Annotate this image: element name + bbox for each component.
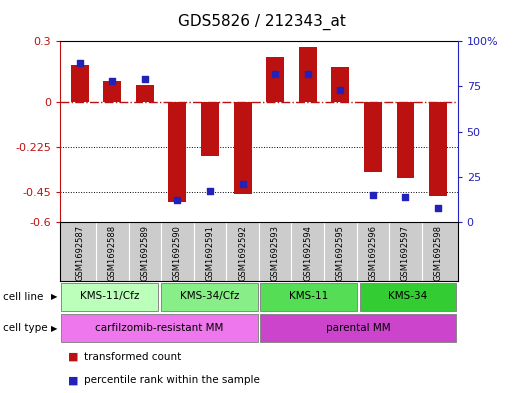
Point: [238, 181, 247, 187]
Bar: [260, 314, 456, 342]
Bar: [299, 47, 317, 101]
Text: GDS5826 / 212343_at: GDS5826 / 212343_at: [178, 14, 345, 30]
Text: KMS-34/Cfz: KMS-34/Cfz: [179, 291, 239, 301]
Text: ▶: ▶: [51, 324, 58, 332]
Point: [141, 76, 149, 83]
Bar: [168, 101, 186, 202]
Text: percentile rank within the sample: percentile rank within the sample: [84, 375, 259, 385]
Text: GSM1692595: GSM1692595: [336, 225, 345, 281]
Bar: [266, 57, 284, 101]
Bar: [62, 314, 257, 342]
Text: ■: ■: [68, 375, 78, 385]
Point: [369, 192, 377, 198]
Point: [434, 204, 442, 211]
Text: GSM1692594: GSM1692594: [303, 225, 312, 281]
Bar: [234, 101, 252, 194]
Point: [173, 197, 181, 204]
Text: GSM1692589: GSM1692589: [140, 225, 150, 281]
Text: GSM1692597: GSM1692597: [401, 225, 410, 281]
Bar: [201, 101, 219, 156]
Bar: [104, 81, 121, 101]
Bar: [332, 67, 349, 101]
Bar: [161, 283, 257, 310]
Point: [303, 71, 312, 77]
Text: carfilzomib-resistant MM: carfilzomib-resistant MM: [95, 323, 224, 332]
Bar: [260, 283, 357, 310]
Point: [75, 60, 84, 66]
Bar: [136, 85, 154, 101]
Bar: [71, 65, 89, 101]
Text: GSM1692596: GSM1692596: [368, 225, 378, 281]
Bar: [62, 283, 158, 310]
Point: [206, 188, 214, 195]
Text: cell line: cell line: [3, 292, 43, 302]
Text: cell type: cell type: [3, 323, 47, 333]
Bar: [429, 101, 447, 196]
Bar: [396, 101, 414, 178]
Text: GSM1692587: GSM1692587: [75, 225, 84, 281]
Point: [401, 194, 410, 200]
Text: parental MM: parental MM: [326, 323, 391, 332]
Bar: [364, 101, 382, 172]
Text: ■: ■: [68, 352, 78, 362]
Text: GSM1692598: GSM1692598: [434, 225, 442, 281]
Bar: [360, 283, 456, 310]
Point: [108, 78, 117, 84]
Text: GSM1692593: GSM1692593: [271, 225, 280, 281]
Text: GSM1692588: GSM1692588: [108, 225, 117, 281]
Text: GSM1692592: GSM1692592: [238, 225, 247, 281]
Text: KMS-34: KMS-34: [388, 291, 428, 301]
Text: transformed count: transformed count: [84, 352, 181, 362]
Text: GSM1692590: GSM1692590: [173, 225, 182, 281]
Text: KMS-11/Cfz: KMS-11/Cfz: [80, 291, 140, 301]
Text: KMS-11: KMS-11: [289, 291, 328, 301]
Point: [271, 71, 279, 77]
Text: ▶: ▶: [51, 292, 58, 301]
Text: GSM1692591: GSM1692591: [206, 225, 214, 281]
Point: [336, 87, 345, 93]
